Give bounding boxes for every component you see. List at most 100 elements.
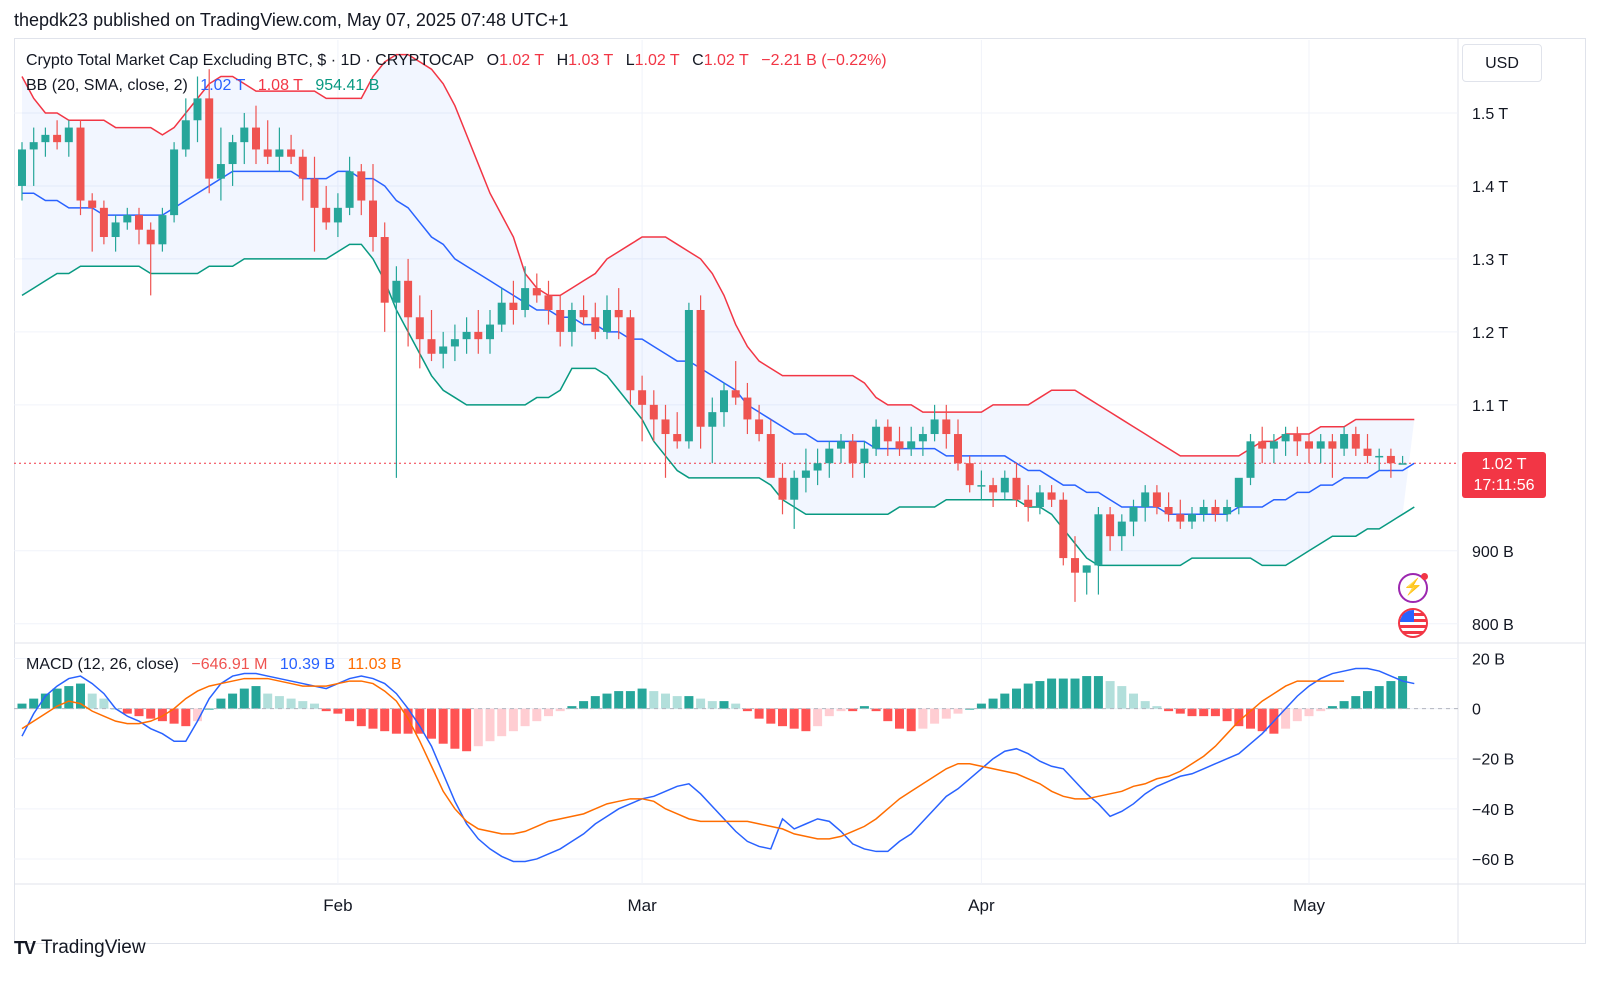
candle — [1269, 434, 1278, 464]
candle — [1117, 514, 1126, 551]
candle — [111, 215, 120, 252]
candle — [567, 302, 576, 347]
candle — [345, 156, 354, 216]
macd-line-value: 10.39 B — [279, 656, 336, 673]
candle — [1152, 485, 1161, 515]
candle-body — [720, 390, 728, 413]
macd-histogram-bar — [122, 708, 132, 714]
candle — [439, 331, 448, 369]
candle-body — [76, 127, 85, 201]
candle — [965, 455, 974, 493]
candle-body — [29, 142, 38, 150]
candle-body — [521, 288, 530, 310]
candle — [181, 98, 190, 157]
candle — [1024, 485, 1033, 522]
macd-histogram-bar — [1047, 678, 1057, 709]
macd-histogram-bar — [146, 708, 156, 719]
candle-body — [1293, 434, 1302, 442]
macd-legend: MACD (12, 26, close) −646.91 M 10.39 B 1… — [26, 656, 409, 674]
candle — [825, 441, 834, 478]
candle-body — [462, 331, 471, 340]
candle — [1047, 485, 1056, 508]
macd-histogram-bar — [1257, 708, 1267, 732]
candle-body — [486, 324, 494, 340]
candle-body — [930, 419, 939, 435]
price-tick-label: 1.5 T — [1472, 106, 1508, 123]
candle — [755, 404, 764, 442]
macd-histogram-bar — [298, 701, 308, 709]
macd-histogram-bar — [1234, 708, 1244, 727]
macd-histogram-bar — [1152, 706, 1162, 709]
candle — [743, 382, 752, 435]
candle-body — [1398, 463, 1407, 465]
candle — [1305, 434, 1313, 464]
candle — [1035, 485, 1044, 515]
macd-histogram-bar — [871, 708, 881, 712]
macd-histogram-bar — [169, 708, 179, 724]
candle — [357, 164, 366, 216]
currency-button[interactable]: USD — [1462, 44, 1542, 82]
l-label: L — [625, 52, 635, 69]
macd-histogram-bar — [1140, 701, 1150, 709]
candle-body — [158, 215, 167, 245]
candle — [263, 120, 272, 165]
candle — [1328, 434, 1337, 478]
candle — [860, 441, 869, 478]
macd-histogram-bar — [391, 708, 401, 734]
macd-histogram-bar — [181, 708, 191, 727]
candle — [521, 266, 530, 318]
candle-body — [965, 463, 974, 486]
candle-body — [1199, 507, 1208, 515]
candle — [954, 419, 962, 471]
tradingview-brand[interactable]: TV TradingView — [14, 937, 146, 959]
macd-histogram-bar — [555, 708, 565, 712]
candle-body — [1211, 507, 1220, 515]
candle-body — [989, 485, 998, 493]
candle — [1071, 536, 1079, 602]
candle — [872, 419, 881, 456]
ohlc-open: O1.02 T — [487, 52, 545, 69]
candle-body — [193, 98, 202, 121]
candle — [1281, 426, 1290, 456]
candle-body — [181, 120, 190, 150]
macd-histogram-bar — [193, 708, 202, 722]
candle — [1234, 477, 1243, 515]
candle — [1223, 499, 1232, 522]
chart-frame — [14, 38, 1586, 944]
candle — [450, 324, 459, 362]
macd-histogram-bar — [380, 708, 390, 732]
bolt-icon[interactable]: ⚡ — [1398, 573, 1428, 603]
candle — [18, 142, 26, 201]
macd-histogram-bar — [99, 698, 109, 709]
macd-signal-line — [21, 677, 1345, 840]
candle — [1106, 507, 1115, 551]
price-tick-label: 900 B — [1472, 544, 1514, 561]
candle — [88, 193, 97, 252]
macd-histogram-bar — [473, 708, 483, 747]
macd-histogram-bar — [1316, 708, 1326, 712]
candle-body — [404, 280, 413, 318]
macd-histogram-bar — [614, 691, 624, 709]
candle — [333, 193, 342, 238]
candle-body — [1129, 507, 1138, 522]
candle — [1082, 565, 1091, 595]
macd-histogram-bar — [696, 698, 706, 709]
bb-upper-line — [21, 53, 1415, 457]
candle — [427, 309, 436, 362]
tradingview-logo-icon: TV — [14, 937, 36, 958]
candle — [556, 295, 565, 347]
candle-body — [649, 404, 658, 420]
macd-histogram-bar — [1199, 708, 1209, 717]
price-tick-label: 1.3 T — [1472, 252, 1508, 269]
macd-histogram-bar — [1070, 678, 1080, 709]
candle — [193, 76, 202, 143]
macd-histogram-bar — [228, 693, 238, 709]
candle — [474, 309, 483, 354]
macd-histogram-bar — [1035, 681, 1045, 709]
macd-histogram-bar — [789, 708, 799, 729]
price-tick-label: 1.2 T — [1472, 325, 1508, 342]
candle — [790, 470, 799, 529]
us-flag-icon[interactable] — [1398, 608, 1428, 638]
macd-histogram-bar — [684, 696, 694, 709]
